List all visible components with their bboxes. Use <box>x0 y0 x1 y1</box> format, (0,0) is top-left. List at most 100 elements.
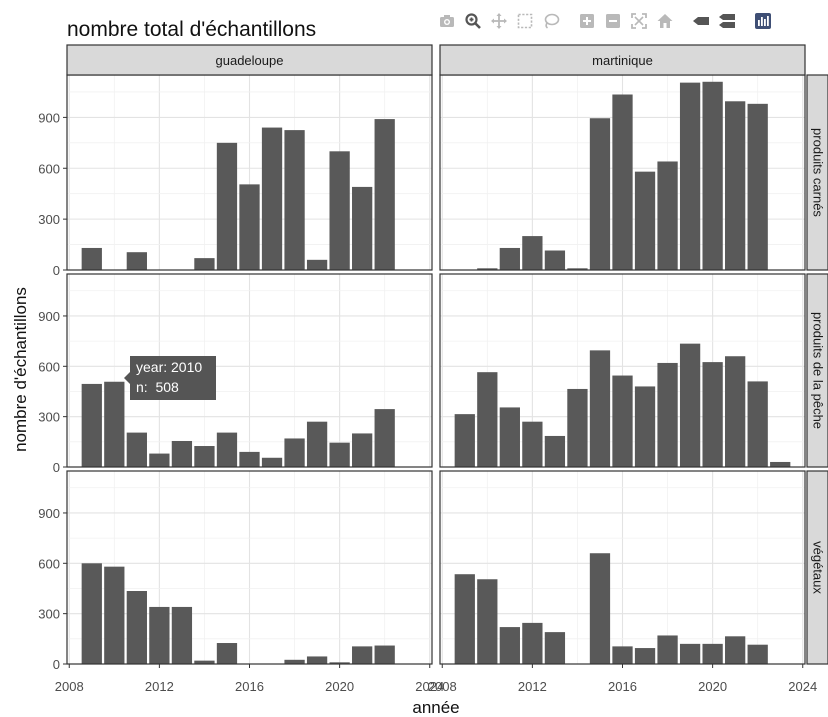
facet-label-row: produits carnés <box>811 128 826 217</box>
bar-martinique-2014 <box>567 268 588 270</box>
y-tick-label: 900 <box>38 309 60 324</box>
panel-border <box>439 273 806 468</box>
bar-martinique-2019 <box>679 82 701 270</box>
x-tick-label: 2012 <box>145 679 174 694</box>
bar-martinique-2018 <box>657 635 678 664</box>
bar-martinique-2016 <box>612 94 633 270</box>
bar-guadeloupe-2022 <box>374 119 395 270</box>
plotly-logo-icon[interactable] <box>750 8 776 34</box>
bar-martinique-2023 <box>770 461 791 467</box>
facet-label-guadeloupe: guadeloupe <box>216 53 284 68</box>
bar-martinique-2017 <box>634 386 656 467</box>
bar-guadeloupe-2019 <box>306 656 328 664</box>
y-tick-label: 600 <box>38 359 60 374</box>
bar-guadeloupe-2016 <box>239 184 260 270</box>
bar-martinique-2022 <box>747 644 768 664</box>
facet-label-row: végétaux <box>811 541 826 594</box>
bar-guadeloupe-2019 <box>306 421 328 467</box>
box-select-icon[interactable] <box>512 8 538 34</box>
bar-martinique-2022 <box>747 381 768 467</box>
bar-martinique-2014 <box>567 388 588 467</box>
y-tick-label: 900 <box>38 110 60 125</box>
x-tick-label: 2016 <box>235 679 264 694</box>
bar-guadeloupe-2017 <box>261 457 283 467</box>
bar-martinique-2011 <box>499 247 520 270</box>
facet-strip-row <box>806 470 828 665</box>
facet-label-row: produits de la pêche <box>811 312 826 429</box>
chart-title: nombre total d'échantillons <box>67 18 317 41</box>
bar-martinique-2018 <box>657 161 678 270</box>
bar-martinique-2017 <box>634 171 656 270</box>
x-tick-label: 2020 <box>325 679 354 694</box>
reset-axes-icon[interactable] <box>652 8 678 34</box>
bar-guadeloupe-2009 <box>81 247 102 270</box>
bar-martinique-2011 <box>499 627 520 664</box>
x-tick-label: 2020 <box>698 679 727 694</box>
facet-strip-row <box>806 273 828 468</box>
bar-guadeloupe-2010 <box>104 381 125 467</box>
bar-martinique-2010 <box>477 579 498 664</box>
bar-guadeloupe-2011 <box>126 432 147 467</box>
bar-guadeloupe-2021 <box>352 186 373 270</box>
bar-martinique-2019 <box>679 643 701 664</box>
bar-guadeloupe-2014 <box>194 660 215 664</box>
facet-strip-column <box>66 44 433 76</box>
y-tick-label: 0 <box>53 263 60 278</box>
tooltip-year: year: 2010 <box>136 359 203 375</box>
bar-guadeloupe-2011 <box>126 590 147 664</box>
y-tick-label: 900 <box>38 506 60 521</box>
bar-guadeloupe-2020 <box>329 662 350 664</box>
x-tick-label: 2008 <box>428 679 457 694</box>
bar-guadeloupe-2022 <box>374 645 395 664</box>
compare-hover-icon[interactable] <box>714 8 740 34</box>
facet-label-martinique: martinique <box>592 53 653 68</box>
camera-icon[interactable] <box>434 8 460 34</box>
bar-guadeloupe-2009 <box>81 563 102 664</box>
bar-martinique-2013 <box>544 250 566 270</box>
bar-martinique-2009 <box>454 574 475 664</box>
lasso-select-icon[interactable] <box>538 8 564 34</box>
zoom-out-icon[interactable] <box>600 8 626 34</box>
bar-guadeloupe-2018 <box>284 130 305 270</box>
pan-icon[interactable] <box>486 8 512 34</box>
bar-martinique-2015 <box>589 553 611 664</box>
bar-guadeloupe-2015 <box>216 432 238 467</box>
zoom-in-icon[interactable] <box>574 8 600 34</box>
modebar <box>434 8 776 34</box>
bar-martinique-2020 <box>702 643 723 664</box>
y-tick-label: 300 <box>38 607 60 622</box>
y-tick-label: 300 <box>38 410 60 425</box>
bar-martinique-2022 <box>747 103 768 271</box>
y-axis-title: nombre d'échantillons <box>11 287 30 452</box>
spike-lines-icon[interactable] <box>688 8 714 34</box>
bar-martinique-2009 <box>454 414 475 467</box>
facet-strip-column <box>439 44 806 76</box>
x-tick-label: 2024 <box>415 679 444 694</box>
bar-guadeloupe-2017 <box>261 127 283 270</box>
bar-guadeloupe-2020 <box>329 151 350 270</box>
bar-martinique-2019 <box>679 343 701 467</box>
panel-border <box>66 273 433 468</box>
bar-guadeloupe-2014 <box>194 446 215 467</box>
bar-martinique-2010 <box>477 268 498 270</box>
bar-martinique-2021 <box>725 356 746 467</box>
facet-strip-row <box>806 74 828 271</box>
bar-guadeloupe-2016 <box>239 451 260 467</box>
zoom-icon[interactable] <box>460 8 486 34</box>
bar-martinique-2012 <box>522 236 543 270</box>
y-tick-label: 0 <box>53 657 60 672</box>
bar-martinique-2016 <box>612 646 633 664</box>
bar-guadeloupe-2021 <box>352 646 373 664</box>
bar-martinique-2011 <box>499 407 520 467</box>
hover-tooltip: year: 2010 n: 508 <box>130 356 216 400</box>
bar-martinique-2013 <box>544 632 566 664</box>
bar-guadeloupe-2021 <box>352 433 373 467</box>
autoscale-icon[interactable] <box>626 8 652 34</box>
bar-martinique-2012 <box>522 622 543 664</box>
bar-guadeloupe-2013 <box>171 606 193 664</box>
bar-martinique-2020 <box>702 362 723 467</box>
x-tick-label: 2024 <box>788 679 817 694</box>
bar-martinique-2015 <box>589 350 611 467</box>
